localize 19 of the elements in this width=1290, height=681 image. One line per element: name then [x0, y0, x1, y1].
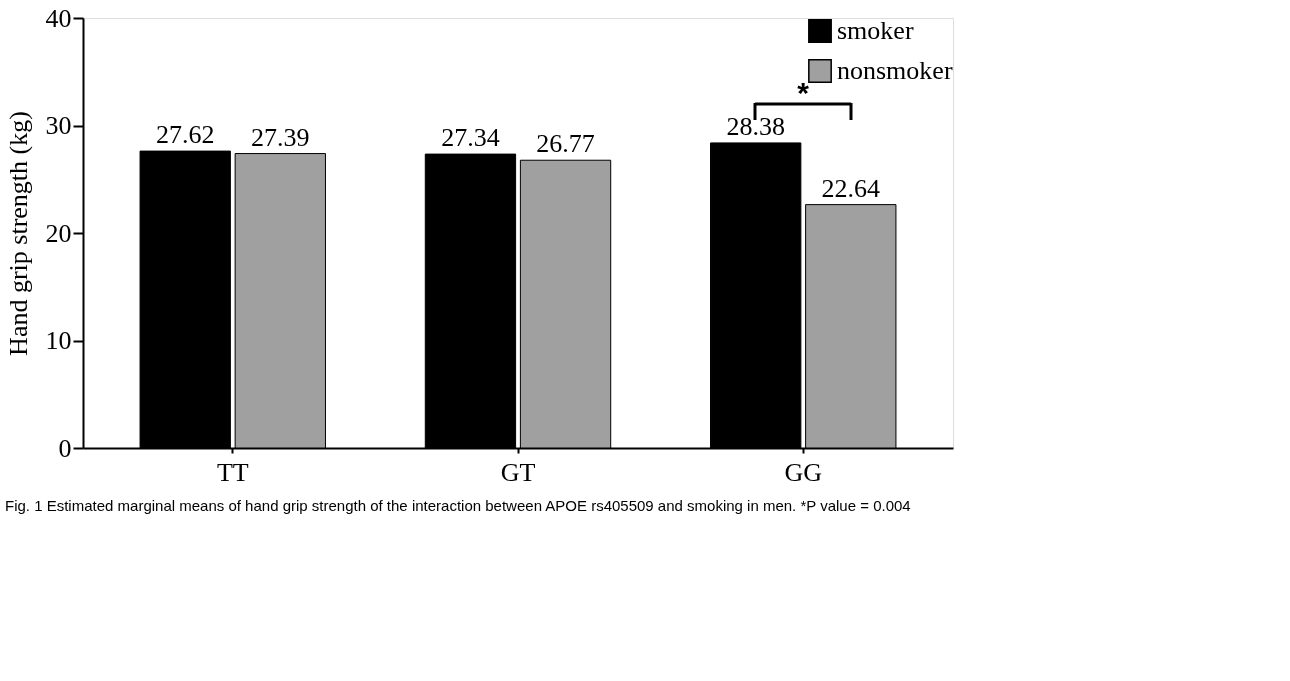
x-tick-label: GT	[500, 457, 536, 487]
data-label: 27.34	[441, 123, 500, 153]
caption: Fig. 1 Estimated marginal means of hand grip strength of the interaction between APOE rs405509 and smoking in men. *P value = 0.004	[5, 497, 911, 514]
y-axis-title: Hand grip strength (kg)	[3, 111, 33, 356]
x-tick-label: TT	[216, 457, 249, 487]
data-label: 26.77	[536, 129, 595, 159]
y-tick-label: 40	[45, 3, 72, 33]
y-tick-label: 10	[45, 326, 72, 355]
data-label: 22.64	[821, 173, 881, 203]
y-tick-label: 0	[58, 433, 72, 463]
data-label: 28.38	[726, 111, 785, 141]
x-tick-label: GG	[784, 457, 823, 487]
legend-label: smoker	[837, 16, 914, 45]
data-label: 27.39	[251, 122, 310, 152]
annotation: *	[797, 76, 810, 109]
data-label: 27.62	[155, 120, 215, 150]
y-tick-label: 30	[45, 111, 72, 140]
legend-label: nonsmoker	[837, 56, 953, 85]
y-tick-label: 20	[45, 218, 72, 248]
